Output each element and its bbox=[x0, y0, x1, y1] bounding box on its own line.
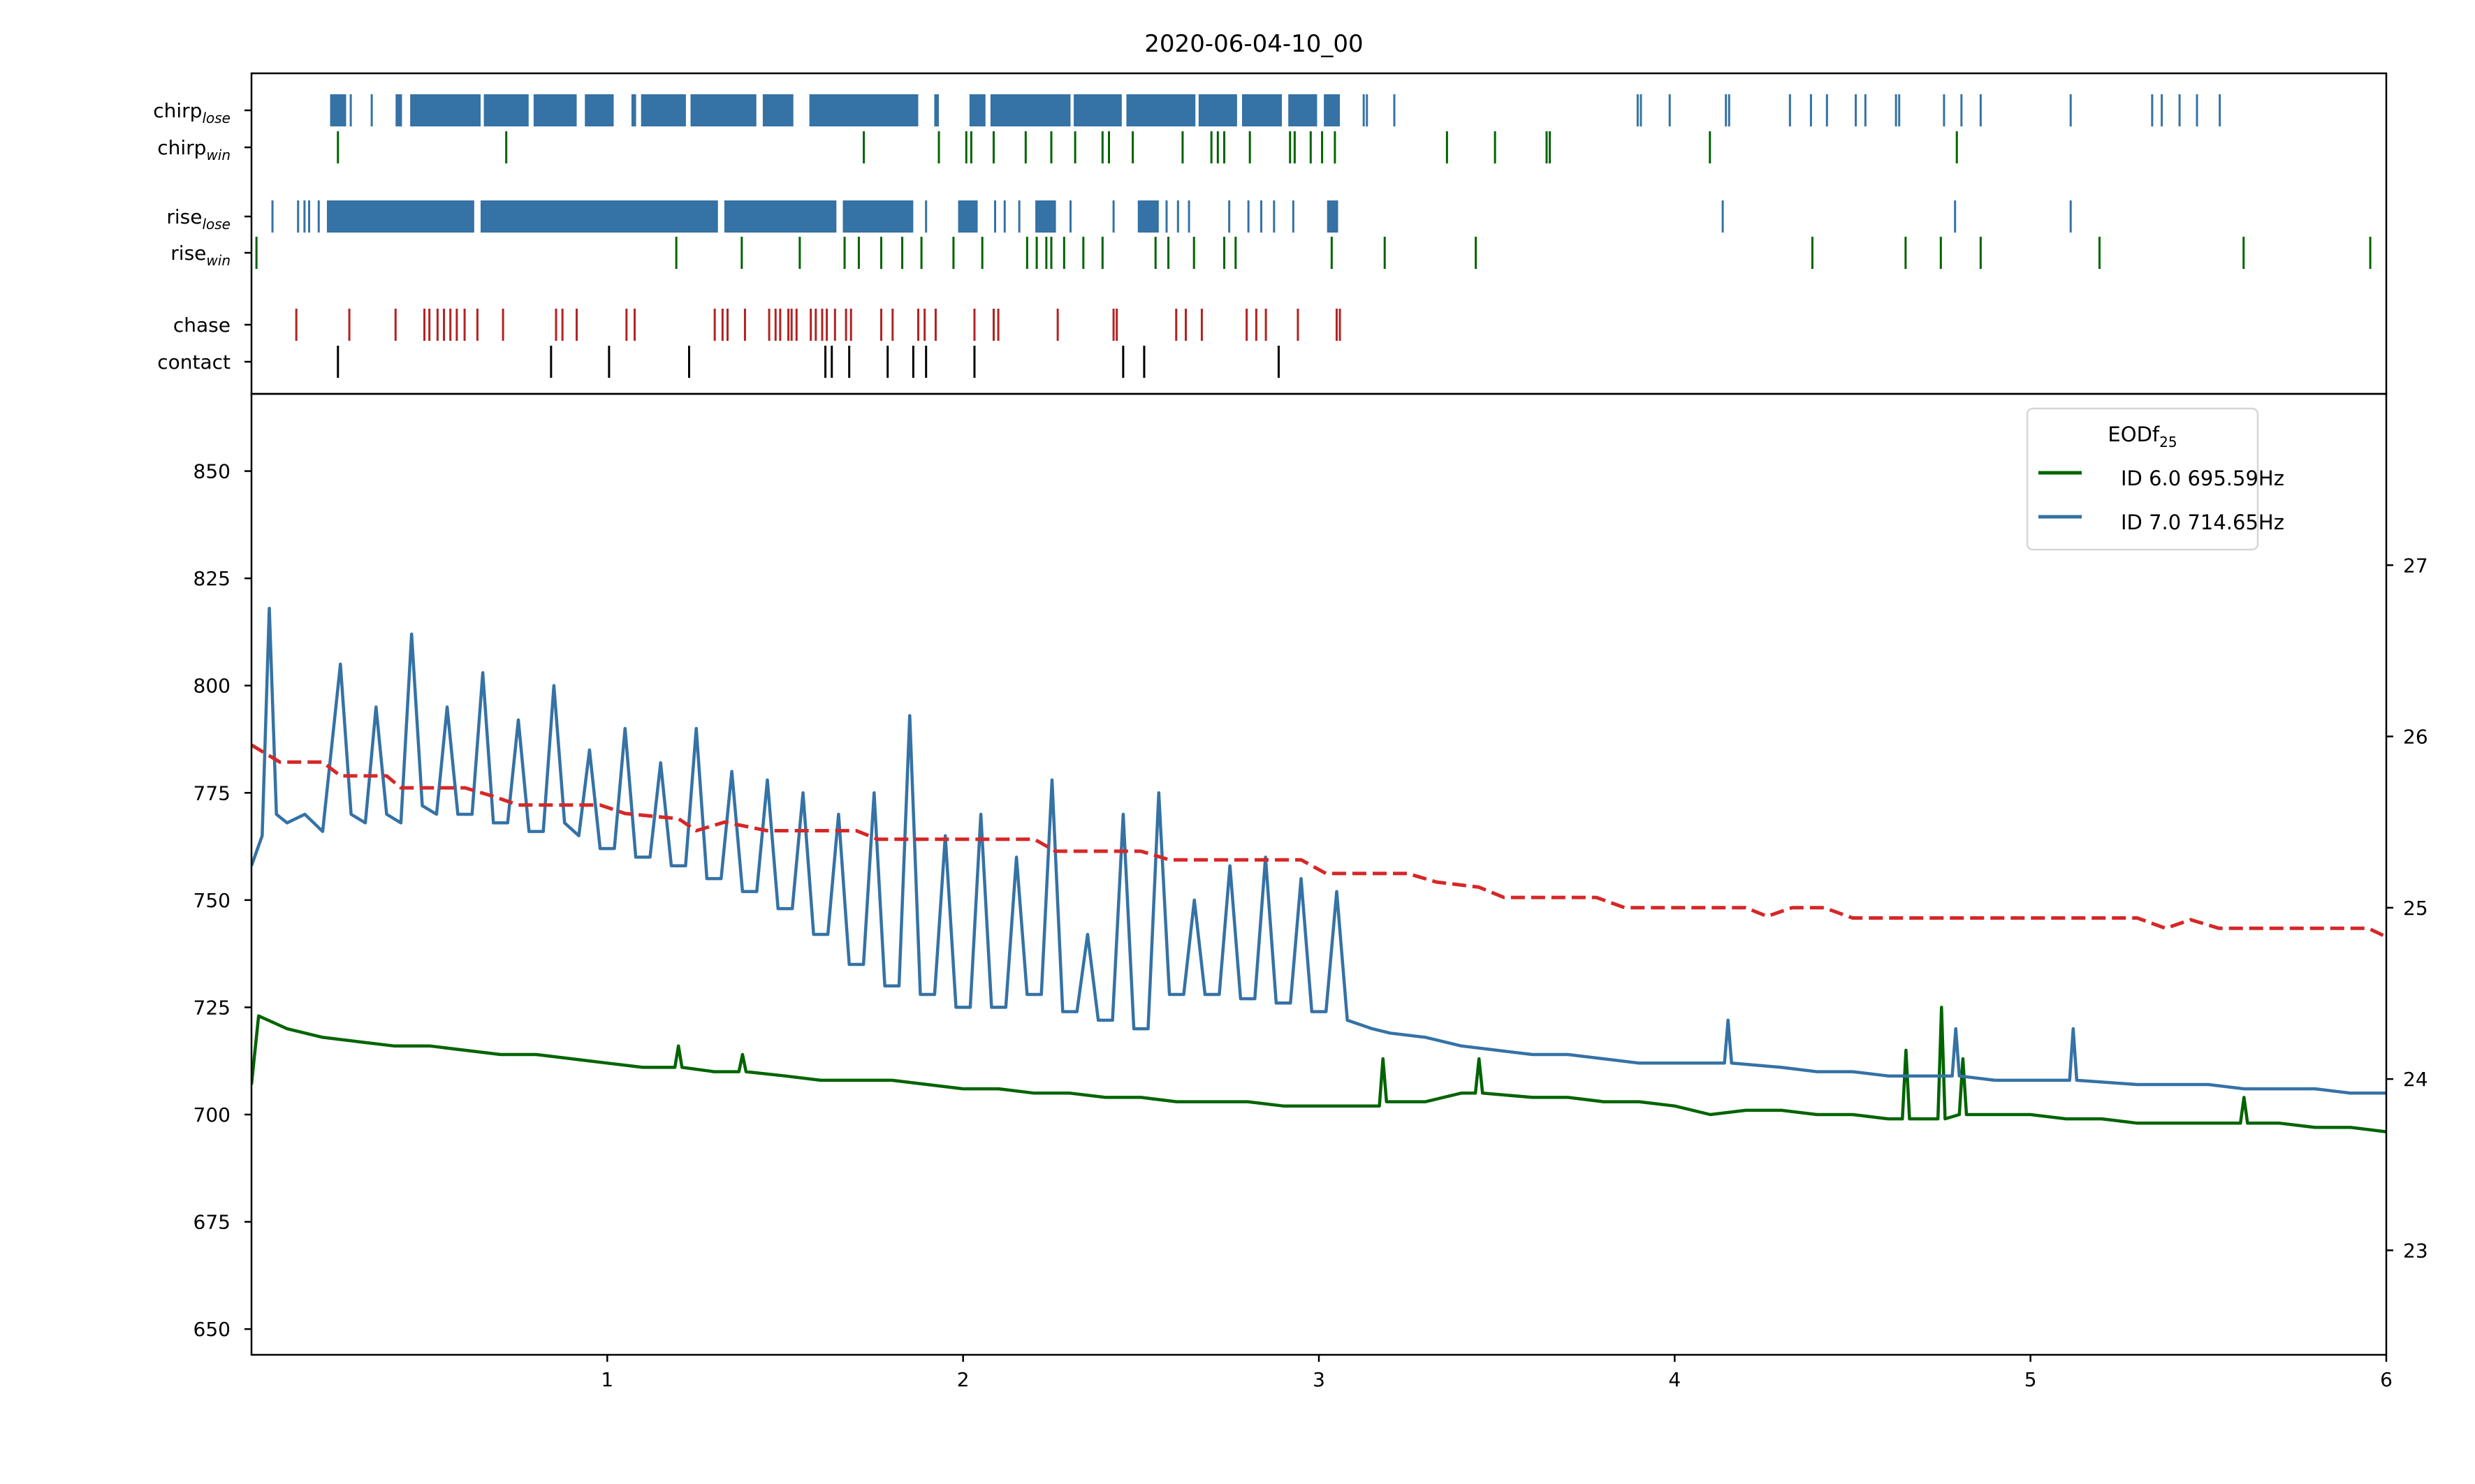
event-row-label-rise_lose: riselose bbox=[166, 205, 231, 233]
event-row-contact bbox=[337, 346, 1280, 378]
y2-tick-label: 23 bbox=[2403, 1239, 2428, 1262]
y-tick-label: 650 bbox=[194, 1318, 231, 1341]
chirp_lose-event-block bbox=[1288, 94, 1317, 126]
event-row-label-rise_win: risewin bbox=[170, 242, 231, 269]
event-row-rise_lose bbox=[271, 200, 2072, 233]
chirp_lose-event-block bbox=[934, 94, 940, 126]
x-tick-label: 3 bbox=[1313, 1368, 1325, 1391]
chirp_lose-event-block bbox=[969, 94, 986, 126]
x-tick-label: 5 bbox=[2024, 1368, 2037, 1391]
y-tick-label: 725 bbox=[194, 996, 231, 1019]
y2-tick-label: 27 bbox=[2403, 554, 2428, 577]
legend-label-1: ID 7.0 714.65Hz bbox=[2121, 510, 2284, 534]
y-tick-label: 750 bbox=[194, 889, 231, 912]
x-tick-label: 4 bbox=[1668, 1368, 1681, 1391]
chirp_lose-event-block bbox=[631, 94, 636, 126]
series-line-1 bbox=[251, 606, 2386, 1095]
y-tick-label: 850 bbox=[194, 460, 231, 483]
event-row-chirp_win bbox=[337, 131, 1958, 163]
legend-label-0: ID 6.0 695.59Hz bbox=[2121, 466, 2284, 490]
chirp_lose-event-block bbox=[1074, 94, 1122, 126]
y-tick-label: 825 bbox=[194, 567, 231, 590]
legend: EODf25 ID 6.0 695.59Hz ID 7.0 714.65Hz bbox=[2026, 407, 2284, 551]
chirp_lose-event-block bbox=[690, 94, 757, 126]
chirp_lose-event-block bbox=[762, 94, 794, 126]
y2-tick-label: 26 bbox=[2403, 726, 2428, 749]
rise_lose-event-block bbox=[481, 200, 718, 233]
chirp_lose-event-block bbox=[410, 94, 481, 126]
rise_lose-event-block bbox=[724, 200, 837, 233]
event-row-label-chirp_win: chirpwin bbox=[157, 136, 231, 163]
x-tick-label: 2 bbox=[957, 1368, 970, 1391]
event-row-rise_win bbox=[255, 237, 2372, 269]
chirp_lose-event-block bbox=[533, 94, 577, 126]
rise_lose-event-block bbox=[326, 200, 474, 233]
y-tick-label: 675 bbox=[194, 1211, 231, 1234]
chirp_lose-event-block bbox=[641, 94, 686, 126]
chirp_lose-event-block bbox=[990, 94, 1071, 126]
series-line-2 bbox=[251, 743, 2386, 939]
y2-tick-label: 24 bbox=[2403, 1068, 2428, 1091]
y2-tick-label: 25 bbox=[2403, 897, 2428, 920]
rise_lose-event-block bbox=[1327, 200, 1338, 233]
series-line-0 bbox=[251, 1006, 2386, 1133]
chirp_lose-event-block bbox=[483, 94, 529, 126]
event-row-chase bbox=[295, 309, 1341, 341]
chirp_lose-event-block bbox=[809, 94, 919, 126]
frequency-panel-frame bbox=[250, 392, 2388, 1356]
rise_lose-event-block bbox=[1137, 200, 1159, 233]
rise_lose-event-block bbox=[1035, 200, 1056, 233]
chirp_lose-event-block bbox=[1241, 94, 1283, 126]
event-row-chirp_lose bbox=[330, 94, 2221, 126]
x-tick-label: 6 bbox=[2380, 1368, 2393, 1391]
y-tick-label: 800 bbox=[194, 675, 231, 698]
chirp_lose-event-block bbox=[1126, 94, 1196, 126]
event-row-label-chirp_lose: chirplose bbox=[153, 99, 231, 126]
legend-title: EODf25 bbox=[2108, 423, 2177, 450]
legend-box bbox=[2026, 407, 2259, 551]
event-panel: chirplose chirpwin riselose risewin chase con… bbox=[153, 94, 2372, 378]
event-row-label-contact: contact bbox=[157, 351, 231, 374]
chirp_lose-event-block bbox=[1198, 94, 1237, 126]
y-tick-label: 775 bbox=[194, 781, 231, 805]
rise_lose-event-block bbox=[958, 200, 978, 233]
chirp_lose-event-block bbox=[395, 94, 402, 126]
x-tick-label: 1 bbox=[601, 1368, 613, 1391]
rise_lose-event-block bbox=[842, 200, 914, 233]
chart-title: 2020-06-04-10_00 bbox=[1144, 30, 1363, 58]
event-row-label-chase: chase bbox=[173, 314, 231, 337]
chirp_lose-event-block bbox=[585, 94, 614, 126]
chirp_lose-event-block bbox=[330, 94, 346, 126]
y-tick-label: 700 bbox=[194, 1103, 231, 1126]
chirp_lose-event-block bbox=[1324, 94, 1341, 126]
